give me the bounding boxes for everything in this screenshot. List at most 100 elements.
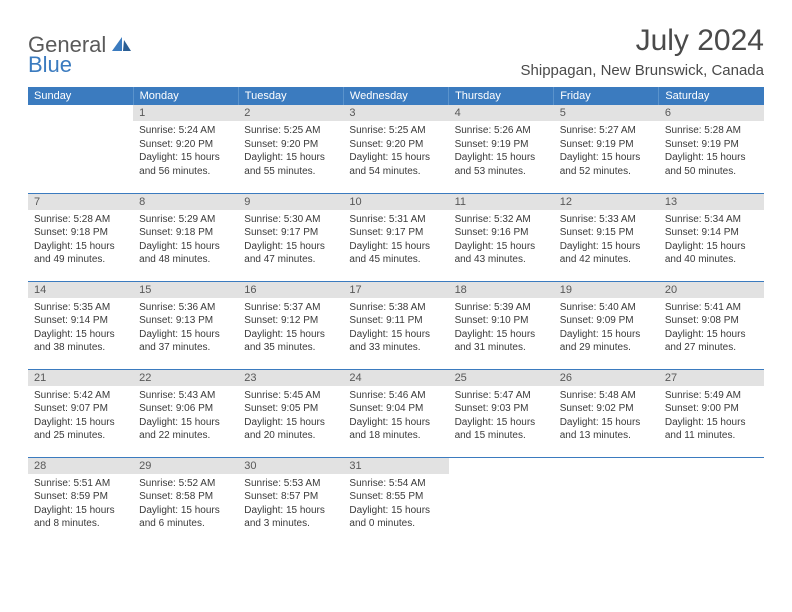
sunrise-line: Sunrise: 5:46 AM	[349, 389, 442, 403]
sunset-line: Sunset: 9:15 PM	[560, 226, 653, 240]
sunset-line: Sunset: 9:03 PM	[455, 402, 548, 416]
sunrise-line: Sunrise: 5:37 AM	[244, 301, 337, 315]
daylight-line: Daylight: 15 hours and 52 minutes.	[560, 151, 653, 178]
sunrise-line: Sunrise: 5:51 AM	[34, 477, 127, 491]
sunset-line: Sunset: 9:14 PM	[665, 226, 758, 240]
calendar-row: .1Sunrise: 5:24 AMSunset: 9:20 PMDayligh…	[28, 105, 764, 193]
sunset-line: Sunset: 9:19 PM	[560, 138, 653, 152]
calendar-cell: 21Sunrise: 5:42 AMSunset: 9:07 PMDayligh…	[28, 369, 133, 457]
sunrise-line: Sunrise: 5:24 AM	[139, 124, 232, 138]
sunset-line: Sunset: 8:59 PM	[34, 490, 127, 504]
day-number: 2	[238, 105, 343, 121]
sunrise-line: Sunrise: 5:47 AM	[455, 389, 548, 403]
sunset-line: Sunset: 9:04 PM	[349, 402, 442, 416]
calendar-cell: 12Sunrise: 5:33 AMSunset: 9:15 PMDayligh…	[554, 193, 659, 281]
daylight-line: Daylight: 15 hours and 8 minutes.	[34, 504, 127, 531]
day-number: 15	[133, 282, 238, 298]
sunset-line: Sunset: 9:20 PM	[139, 138, 232, 152]
daylight-line: Daylight: 15 hours and 42 minutes.	[560, 240, 653, 267]
sunset-line: Sunset: 8:55 PM	[349, 490, 442, 504]
sunset-line: Sunset: 9:07 PM	[34, 402, 127, 416]
day-number: 9	[238, 194, 343, 210]
sunset-line: Sunset: 9:06 PM	[139, 402, 232, 416]
daylight-line: Daylight: 15 hours and 11 minutes.	[665, 416, 758, 443]
daylight-line: Daylight: 15 hours and 31 minutes.	[455, 328, 548, 355]
sunset-line: Sunset: 9:19 PM	[665, 138, 758, 152]
daylight-line: Daylight: 15 hours and 3 minutes.	[244, 504, 337, 531]
calendar-cell: 22Sunrise: 5:43 AMSunset: 9:06 PMDayligh…	[133, 369, 238, 457]
daylight-line: Daylight: 15 hours and 6 minutes.	[139, 504, 232, 531]
day-number: 12	[554, 194, 659, 210]
sunset-line: Sunset: 9:16 PM	[455, 226, 548, 240]
sunset-line: Sunset: 9:14 PM	[34, 314, 127, 328]
calendar-cell: 6Sunrise: 5:28 AMSunset: 9:19 PMDaylight…	[659, 105, 764, 193]
daylight-line: Daylight: 15 hours and 49 minutes.	[34, 240, 127, 267]
day-number: 29	[133, 458, 238, 474]
sunset-line: Sunset: 8:58 PM	[139, 490, 232, 504]
header: General July 2024	[28, 24, 764, 58]
calendar-cell: 30Sunrise: 5:53 AMSunset: 8:57 PMDayligh…	[238, 457, 343, 545]
day-body: Sunrise: 5:27 AMSunset: 9:19 PMDaylight:…	[554, 121, 659, 184]
daylight-line: Daylight: 15 hours and 27 minutes.	[665, 328, 758, 355]
calendar-cell: 13Sunrise: 5:34 AMSunset: 9:14 PMDayligh…	[659, 193, 764, 281]
calendar-cell: 3Sunrise: 5:25 AMSunset: 9:20 PMDaylight…	[343, 105, 448, 193]
sunrise-line: Sunrise: 5:26 AM	[455, 124, 548, 138]
sunrise-line: Sunrise: 5:48 AM	[560, 389, 653, 403]
day-number: 18	[449, 282, 554, 298]
title-block: July 2024	[636, 24, 764, 58]
calendar-cell: .	[449, 457, 554, 545]
calendar-cell: 20Sunrise: 5:41 AMSunset: 9:08 PMDayligh…	[659, 281, 764, 369]
day-body: Sunrise: 5:48 AMSunset: 9:02 PMDaylight:…	[554, 386, 659, 449]
day-body: Sunrise: 5:25 AMSunset: 9:20 PMDaylight:…	[343, 121, 448, 184]
sunset-line: Sunset: 9:12 PM	[244, 314, 337, 328]
calendar-cell: 7Sunrise: 5:28 AMSunset: 9:18 PMDaylight…	[28, 193, 133, 281]
daylight-line: Daylight: 15 hours and 0 minutes.	[349, 504, 442, 531]
daylight-line: Daylight: 15 hours and 55 minutes.	[244, 151, 337, 178]
calendar-cell: 5Sunrise: 5:27 AMSunset: 9:19 PMDaylight…	[554, 105, 659, 193]
day-body: Sunrise: 5:40 AMSunset: 9:09 PMDaylight:…	[554, 298, 659, 361]
daylight-line: Daylight: 15 hours and 50 minutes.	[665, 151, 758, 178]
calendar-cell: .	[28, 105, 133, 193]
sunset-line: Sunset: 9:18 PM	[139, 226, 232, 240]
day-body: Sunrise: 5:52 AMSunset: 8:58 PMDaylight:…	[133, 474, 238, 537]
daylight-line: Daylight: 15 hours and 47 minutes.	[244, 240, 337, 267]
calendar-cell: 28Sunrise: 5:51 AMSunset: 8:59 PMDayligh…	[28, 457, 133, 545]
daylight-line: Daylight: 15 hours and 38 minutes.	[34, 328, 127, 355]
day-number: 17	[343, 282, 448, 298]
sunrise-line: Sunrise: 5:53 AM	[244, 477, 337, 491]
calendar-cell: 10Sunrise: 5:31 AMSunset: 9:17 PMDayligh…	[343, 193, 448, 281]
sunrise-line: Sunrise: 5:49 AM	[665, 389, 758, 403]
sunrise-line: Sunrise: 5:29 AM	[139, 213, 232, 227]
day-number: 19	[554, 282, 659, 298]
sunrise-line: Sunrise: 5:30 AM	[244, 213, 337, 227]
day-body: Sunrise: 5:34 AMSunset: 9:14 PMDaylight:…	[659, 210, 764, 273]
day-body: Sunrise: 5:29 AMSunset: 9:18 PMDaylight:…	[133, 210, 238, 273]
calendar-cell: 1Sunrise: 5:24 AMSunset: 9:20 PMDaylight…	[133, 105, 238, 193]
sunset-line: Sunset: 8:57 PM	[244, 490, 337, 504]
sunrise-line: Sunrise: 5:25 AM	[349, 124, 442, 138]
sunrise-line: Sunrise: 5:28 AM	[34, 213, 127, 227]
day-body: Sunrise: 5:25 AMSunset: 9:20 PMDaylight:…	[238, 121, 343, 184]
day-body: Sunrise: 5:30 AMSunset: 9:17 PMDaylight:…	[238, 210, 343, 273]
daylight-line: Daylight: 15 hours and 15 minutes.	[455, 416, 548, 443]
dow-tuesday: Tuesday	[238, 87, 343, 105]
sunset-line: Sunset: 9:17 PM	[244, 226, 337, 240]
month-title: July 2024	[636, 24, 764, 58]
sunrise-line: Sunrise: 5:52 AM	[139, 477, 232, 491]
calendar-cell: 26Sunrise: 5:48 AMSunset: 9:02 PMDayligh…	[554, 369, 659, 457]
calendar-cell: 2Sunrise: 5:25 AMSunset: 9:20 PMDaylight…	[238, 105, 343, 193]
day-body: Sunrise: 5:39 AMSunset: 9:10 PMDaylight:…	[449, 298, 554, 361]
day-body: Sunrise: 5:38 AMSunset: 9:11 PMDaylight:…	[343, 298, 448, 361]
sunrise-line: Sunrise: 5:39 AM	[455, 301, 548, 315]
day-number: 8	[133, 194, 238, 210]
sunrise-line: Sunrise: 5:42 AM	[34, 389, 127, 403]
day-number: 25	[449, 370, 554, 386]
sunrise-line: Sunrise: 5:31 AM	[349, 213, 442, 227]
calendar-row: 28Sunrise: 5:51 AMSunset: 8:59 PMDayligh…	[28, 457, 764, 545]
logo-sail-icon	[110, 35, 132, 58]
day-body: Sunrise: 5:28 AMSunset: 9:18 PMDaylight:…	[28, 210, 133, 273]
daylight-line: Daylight: 15 hours and 54 minutes.	[349, 151, 442, 178]
sunset-line: Sunset: 9:02 PM	[560, 402, 653, 416]
day-body: Sunrise: 5:35 AMSunset: 9:14 PMDaylight:…	[28, 298, 133, 361]
day-body: Sunrise: 5:51 AMSunset: 8:59 PMDaylight:…	[28, 474, 133, 537]
